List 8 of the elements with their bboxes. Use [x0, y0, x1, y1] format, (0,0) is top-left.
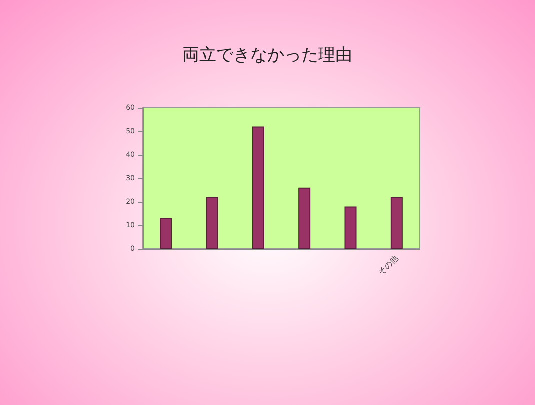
- bar: [160, 218, 172, 249]
- bar: [298, 188, 311, 249]
- chart-title: 両立できなかった理由: [182, 46, 352, 66]
- bar: [252, 126, 264, 249]
- bar: [390, 197, 403, 249]
- bar: [206, 197, 218, 249]
- x-tick-label: その他: [376, 254, 400, 278]
- bar: [344, 206, 357, 249]
